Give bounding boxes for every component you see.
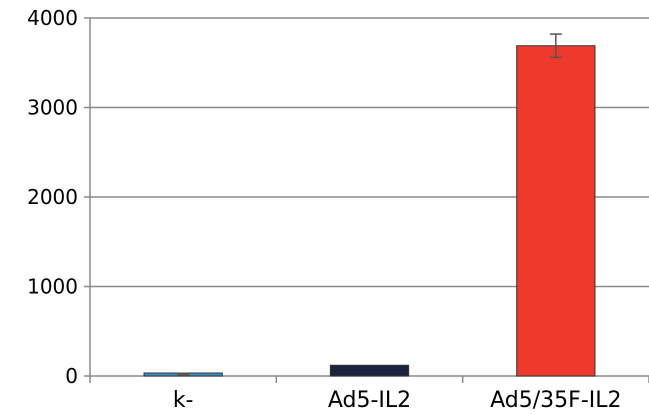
labels: 0 1000 2000 3000 4000 k- Ad5-IL2 Ad5/35F-IL2 [27, 6, 621, 413]
x-tick-label-Ad5-IL2: Ad5-IL2 [328, 388, 411, 413]
bar-Ad5/35F-IL2 [516, 45, 596, 377]
y-tick-label-0: 0 [65, 364, 78, 388]
x-tick-label-Ad5/35F-IL2: Ad5/35F-IL2 [490, 388, 621, 413]
y-tick-label-4000: 4000 [27, 6, 78, 30]
x-tick-label-k-: k- [173, 388, 194, 413]
error-bars [177, 33, 562, 376]
bars [143, 45, 596, 377]
y-tick-label-1000: 1000 [27, 275, 78, 299]
y-tick-label-2000: 2000 [27, 185, 78, 209]
bar-Ad5-IL2 [329, 364, 410, 377]
y-tick-label-3000: 3000 [27, 96, 78, 120]
